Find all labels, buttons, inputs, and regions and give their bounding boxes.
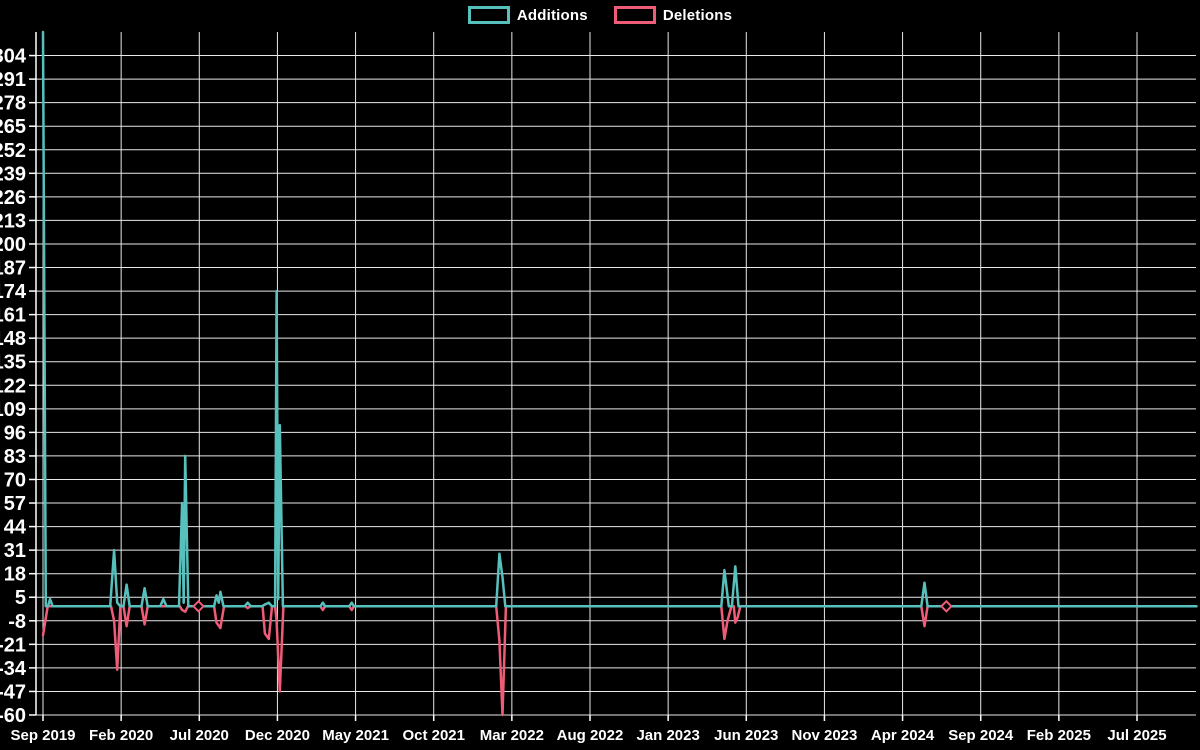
deletions-swatch-icon bbox=[613, 6, 656, 24]
chart-legend: Additions Deletions bbox=[0, 6, 1200, 24]
legend-label-deletions: Deletions bbox=[662, 6, 733, 24]
svg-text:Mar 2022: Mar 2022 bbox=[480, 727, 544, 744]
svg-text:5: 5 bbox=[15, 587, 26, 609]
svg-text:Oct 2021: Oct 2021 bbox=[402, 727, 465, 744]
svg-text:57: 57 bbox=[4, 493, 26, 515]
svg-text:213: 213 bbox=[0, 210, 26, 232]
svg-text:291: 291 bbox=[0, 69, 26, 91]
legend-label-additions: Additions bbox=[516, 6, 588, 24]
svg-text:135: 135 bbox=[0, 352, 26, 374]
additions-swatch-icon bbox=[467, 6, 510, 24]
svg-text:-8: -8 bbox=[8, 611, 26, 633]
svg-text:-21: -21 bbox=[0, 634, 26, 656]
svg-text:Jul 2020: Jul 2020 bbox=[170, 727, 229, 744]
svg-text:Aug 2022: Aug 2022 bbox=[557, 727, 624, 744]
svg-text:174: 174 bbox=[0, 281, 27, 303]
svg-text:31: 31 bbox=[4, 540, 26, 562]
svg-text:304: 304 bbox=[0, 46, 27, 68]
svg-text:Jan 2023: Jan 2023 bbox=[636, 727, 699, 744]
svg-text:Sep 2024: Sep 2024 bbox=[948, 727, 1014, 744]
svg-text:278: 278 bbox=[0, 93, 26, 115]
svg-text:70: 70 bbox=[4, 469, 26, 491]
svg-text:109: 109 bbox=[0, 399, 26, 421]
svg-text:Jul 2025: Jul 2025 bbox=[1107, 727, 1166, 744]
svg-text:Feb 2020: Feb 2020 bbox=[89, 727, 153, 744]
svg-text:Dec 2020: Dec 2020 bbox=[245, 727, 310, 744]
svg-text:May 2021: May 2021 bbox=[322, 727, 389, 744]
svg-text:Feb 2025: Feb 2025 bbox=[1027, 727, 1091, 744]
legend-item-deletions[interactable]: Deletions bbox=[613, 6, 733, 24]
svg-text:-34: -34 bbox=[0, 658, 27, 680]
svg-text:18: 18 bbox=[4, 564, 26, 586]
svg-text:83: 83 bbox=[4, 446, 26, 468]
svg-text:122: 122 bbox=[0, 375, 26, 397]
svg-text:96: 96 bbox=[4, 422, 26, 444]
svg-text:Sep 2019: Sep 2019 bbox=[10, 727, 75, 744]
svg-text:-47: -47 bbox=[0, 681, 26, 703]
svg-text:252: 252 bbox=[0, 140, 26, 162]
svg-text:200: 200 bbox=[0, 234, 26, 256]
svg-text:161: 161 bbox=[0, 305, 26, 327]
svg-text:44: 44 bbox=[4, 517, 27, 539]
svg-text:-60: -60 bbox=[0, 705, 26, 727]
svg-text:187: 187 bbox=[0, 258, 26, 280]
svg-text:148: 148 bbox=[0, 328, 26, 350]
svg-text:Jun 2023: Jun 2023 bbox=[714, 727, 778, 744]
svg-text:239: 239 bbox=[0, 163, 26, 185]
svg-text:Apr 2024: Apr 2024 bbox=[871, 727, 935, 744]
svg-text:226: 226 bbox=[0, 187, 26, 209]
svg-text:Nov 2023: Nov 2023 bbox=[791, 727, 857, 744]
legend-item-additions[interactable]: Additions bbox=[467, 6, 588, 24]
svg-text:265: 265 bbox=[0, 116, 26, 138]
